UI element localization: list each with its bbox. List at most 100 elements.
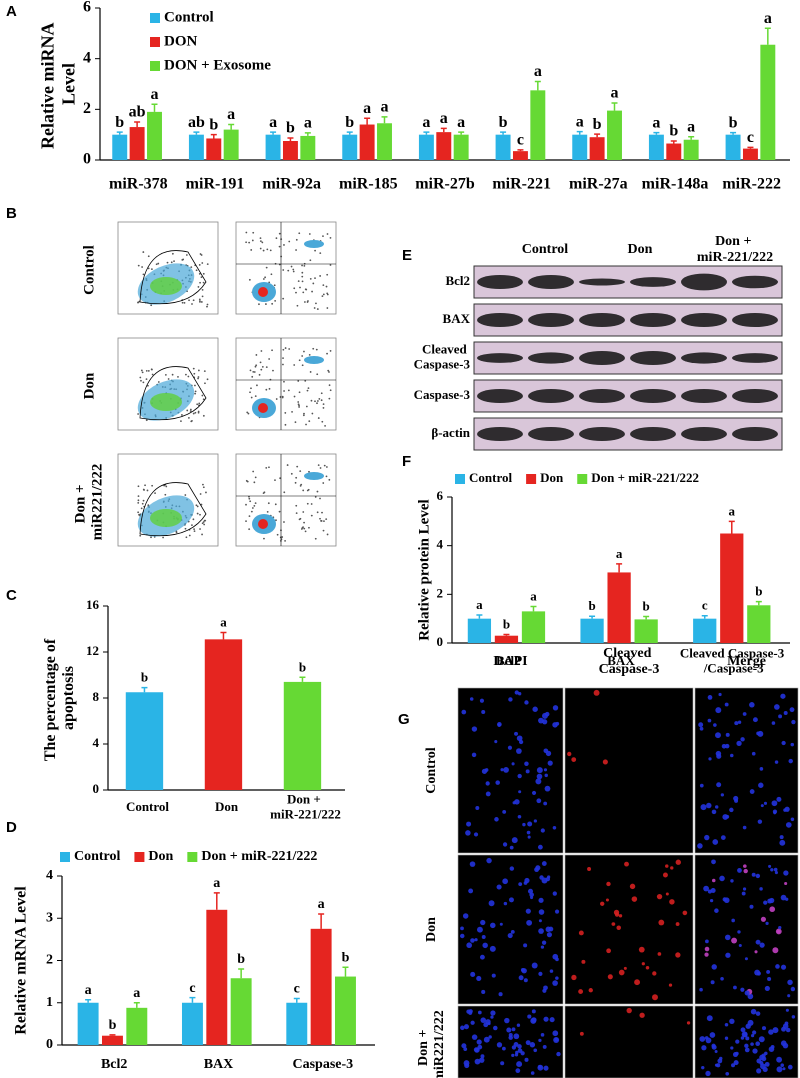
cell [749, 904, 754, 909]
flow-dot [185, 536, 188, 539]
flow-dot [245, 241, 248, 244]
cell [479, 954, 485, 960]
flow-dot [296, 304, 299, 307]
flow-dot [137, 499, 140, 502]
flow-dot [293, 364, 296, 366]
significance-letter: b [593, 116, 602, 133]
cell [767, 898, 773, 904]
flow-dot [248, 241, 251, 244]
flow-dot [251, 507, 254, 509]
cell [483, 1036, 490, 1043]
y-axis-label: The percentage of apoptosis [41, 635, 76, 761]
cell [464, 1063, 470, 1069]
flow-plot [235, 221, 337, 315]
cell [469, 861, 476, 867]
flow-dot [265, 466, 268, 469]
cell [707, 718, 712, 723]
flow-dot [246, 480, 249, 483]
cell [526, 919, 533, 926]
legend-label: Control [164, 9, 214, 25]
blot-band [528, 389, 574, 403]
error-bar [458, 131, 465, 135]
cell [785, 1027, 791, 1033]
flow-dot [301, 271, 304, 274]
cell [571, 974, 577, 981]
cell [701, 1045, 707, 1051]
cell [752, 717, 758, 723]
flow-dot [255, 364, 258, 367]
cell [479, 1057, 485, 1063]
error-bar [764, 27, 771, 45]
flow-dot [268, 466, 270, 469]
flow-dot [194, 392, 197, 395]
blot-strip [473, 341, 783, 375]
cell [699, 987, 703, 992]
legend-swatch [134, 852, 145, 862]
cell [500, 1061, 505, 1066]
cell [540, 945, 545, 949]
flow-dot [199, 301, 201, 303]
flow-dot [140, 507, 143, 510]
cell [759, 887, 763, 891]
flow-dot [247, 412, 250, 415]
blot-band [630, 313, 676, 327]
significance-letter: b [209, 116, 218, 133]
flow-density [150, 277, 182, 295]
cell [511, 1053, 515, 1057]
flow-dot [268, 387, 271, 390]
error-bar [616, 563, 623, 573]
error-bar [213, 892, 220, 910]
flow-dot [319, 497, 321, 500]
cell [485, 781, 490, 786]
flow-dot [245, 520, 247, 523]
cell [714, 1050, 718, 1054]
flow-dot [147, 370, 150, 372]
cell [567, 751, 572, 757]
legend-swatch [150, 61, 160, 71]
bar [223, 129, 239, 160]
cell [697, 843, 703, 849]
cell [704, 952, 709, 957]
blot-strip [473, 417, 783, 451]
bar [147, 111, 162, 160]
flow-dot [298, 391, 301, 394]
cell [645, 966, 650, 970]
flow-dot [194, 411, 197, 414]
flow-dot [325, 518, 328, 521]
significance-letter: b [342, 950, 350, 965]
significance-letter: a [457, 114, 465, 131]
cell [543, 1016, 549, 1022]
bar [300, 135, 316, 160]
error-bar [193, 131, 200, 135]
flow-dot [271, 302, 274, 305]
cell [537, 844, 543, 850]
flow-dot [284, 539, 286, 542]
flow-dot [326, 292, 329, 295]
cell [756, 1068, 762, 1074]
error-bar [141, 686, 148, 693]
error-bar [423, 131, 430, 135]
blot-band [579, 351, 625, 365]
cell [722, 897, 727, 902]
significance-letter: a [610, 85, 618, 102]
cell [516, 748, 522, 754]
flow-dot [265, 266, 268, 269]
cell [737, 930, 741, 934]
flow-dot [295, 291, 297, 294]
flow-dot [294, 421, 297, 424]
cell [527, 835, 531, 839]
flow-dot [249, 391, 251, 394]
flow-dot [301, 355, 304, 357]
error-bar [304, 132, 311, 136]
cell [556, 1051, 561, 1057]
cell [529, 892, 534, 898]
significance-letter: a [476, 597, 483, 612]
flow-dot [273, 284, 276, 287]
flow-dot [308, 233, 311, 235]
error-bar [500, 131, 507, 135]
cell [755, 1011, 761, 1016]
cell [483, 1022, 489, 1028]
cell [740, 987, 745, 992]
cell [735, 1039, 740, 1044]
